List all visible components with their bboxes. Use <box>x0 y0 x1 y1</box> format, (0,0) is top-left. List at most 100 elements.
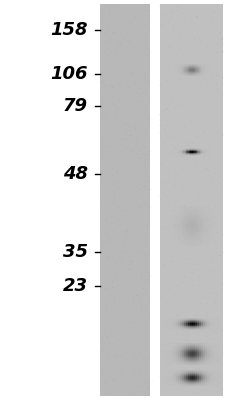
Bar <box>212 344 214 345</box>
Bar <box>171 380 173 381</box>
Point <box>185 211 189 217</box>
Bar <box>200 360 202 361</box>
Bar <box>174 216 176 217</box>
Bar <box>187 212 189 213</box>
Point <box>180 328 183 334</box>
Point <box>184 166 187 172</box>
Point <box>200 132 203 139</box>
Point <box>204 95 208 102</box>
Point <box>215 27 218 34</box>
Bar <box>216 223 218 224</box>
Point <box>99 176 102 182</box>
Bar <box>163 210 165 211</box>
Point <box>125 228 128 234</box>
Point <box>129 203 132 210</box>
Bar <box>205 212 207 213</box>
Bar <box>163 217 165 218</box>
Point <box>145 166 148 172</box>
Point <box>197 22 200 28</box>
Bar <box>178 229 180 230</box>
Point <box>102 29 106 36</box>
Bar <box>207 222 209 223</box>
Bar <box>180 224 182 225</box>
Point <box>220 386 224 392</box>
Point <box>123 293 126 299</box>
Point <box>146 184 149 190</box>
Point <box>146 4 150 10</box>
Bar <box>163 360 165 361</box>
Bar <box>210 382 212 383</box>
Point <box>158 22 162 29</box>
Point <box>146 72 150 79</box>
Point <box>118 194 122 200</box>
Bar <box>207 229 209 230</box>
Bar <box>178 239 180 240</box>
Point <box>201 386 205 392</box>
Bar <box>203 220 205 221</box>
Point <box>102 111 106 118</box>
Bar <box>183 220 185 221</box>
Point <box>118 198 122 204</box>
Point <box>168 152 171 158</box>
Point <box>123 191 127 197</box>
Point <box>119 121 123 128</box>
Point <box>169 48 173 54</box>
Point <box>220 232 224 238</box>
Point <box>200 360 204 367</box>
Bar <box>180 216 182 217</box>
Point <box>136 360 140 366</box>
Bar <box>192 214 194 215</box>
Bar <box>208 371 210 372</box>
Bar <box>175 374 177 375</box>
Point <box>134 244 138 250</box>
Point <box>148 48 152 55</box>
Bar <box>210 350 212 351</box>
Point <box>129 223 133 229</box>
Point <box>139 388 143 395</box>
Point <box>165 202 168 209</box>
Bar <box>205 234 207 235</box>
Point <box>188 351 192 358</box>
Point <box>106 46 110 52</box>
Point <box>165 92 169 99</box>
Point <box>120 206 123 213</box>
Bar <box>209 240 211 241</box>
Bar <box>218 354 220 355</box>
Bar <box>206 349 208 350</box>
Point <box>163 258 167 265</box>
Point <box>201 6 205 12</box>
Point <box>182 126 186 132</box>
Bar <box>218 370 220 371</box>
Bar <box>193 362 195 363</box>
Bar <box>183 235 185 236</box>
Point <box>167 117 171 123</box>
Point <box>194 218 198 225</box>
Bar <box>207 237 209 238</box>
Point <box>146 160 150 167</box>
Point <box>106 254 109 260</box>
Bar <box>182 225 183 226</box>
Bar <box>211 229 212 230</box>
Bar <box>207 206 209 207</box>
Bar <box>175 381 177 382</box>
Point <box>190 254 193 260</box>
Bar <box>191 241 192 242</box>
Point <box>190 319 194 325</box>
Bar <box>202 206 203 207</box>
Point <box>138 248 142 255</box>
Point <box>173 201 176 208</box>
Point <box>183 346 186 352</box>
Bar <box>185 356 187 357</box>
Point <box>168 148 171 155</box>
Bar <box>175 364 177 365</box>
Bar <box>178 221 180 222</box>
Bar <box>171 207 173 208</box>
Point <box>193 125 197 131</box>
Bar <box>210 373 212 374</box>
Bar <box>183 352 185 353</box>
Bar <box>173 243 174 244</box>
Point <box>99 211 103 217</box>
Point <box>187 340 190 346</box>
Point <box>203 76 207 82</box>
Point <box>215 49 218 55</box>
